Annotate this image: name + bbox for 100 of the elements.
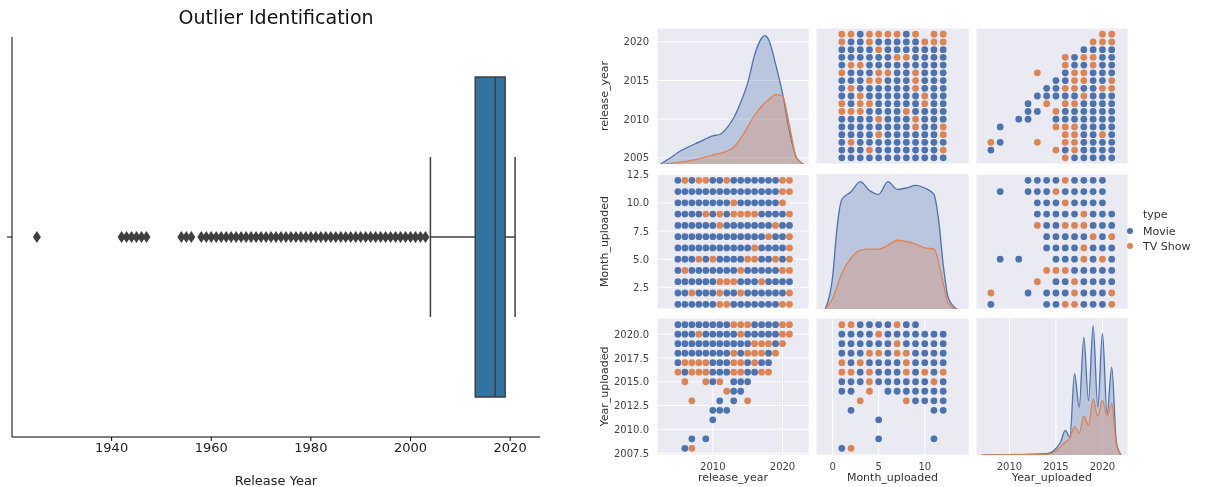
point <box>1099 38 1106 46</box>
point <box>1071 123 1078 131</box>
y-axis-title: Year_uploaded <box>597 346 611 428</box>
point <box>866 100 873 108</box>
x-tick-label: 2020 <box>493 440 527 456</box>
point <box>902 349 910 357</box>
point <box>779 188 786 195</box>
point <box>751 359 758 367</box>
point <box>838 359 846 367</box>
point <box>702 176 710 184</box>
point <box>737 359 745 367</box>
point <box>1071 84 1078 92</box>
point <box>847 84 855 92</box>
point <box>1108 77 1116 84</box>
point <box>902 359 910 367</box>
point <box>786 330 793 338</box>
point <box>779 321 786 329</box>
point <box>786 300 793 308</box>
point <box>921 100 929 108</box>
point <box>1071 289 1078 297</box>
point <box>939 30 947 38</box>
point <box>695 368 703 376</box>
point <box>1080 210 1088 218</box>
point <box>1099 84 1106 92</box>
y-tick-label: 5.0 <box>633 253 649 265</box>
point <box>1061 53 1069 61</box>
x-tick-label: 1940 <box>95 440 129 456</box>
point <box>921 92 929 100</box>
point <box>866 387 873 395</box>
point <box>737 330 745 338</box>
point <box>1080 69 1088 77</box>
y-tick-label: 2007.5 <box>614 447 649 459</box>
y-tick-label: 2017.5 <box>614 352 649 364</box>
point <box>737 289 745 297</box>
x-tick-label: 2000 <box>393 440 428 456</box>
point <box>875 69 883 77</box>
point <box>847 108 855 115</box>
point <box>939 131 947 139</box>
x-tick-label: 5 <box>875 461 882 473</box>
point <box>758 349 765 357</box>
y2-tick-label: 2010 <box>623 113 649 125</box>
point <box>786 188 793 195</box>
point <box>866 368 873 376</box>
point <box>930 378 938 386</box>
point <box>1080 244 1088 252</box>
point <box>847 30 855 38</box>
point <box>1108 84 1116 92</box>
point <box>939 368 947 376</box>
point <box>921 368 929 376</box>
point <box>1099 131 1106 139</box>
point <box>939 123 947 131</box>
point <box>1033 138 1041 146</box>
y-tick-label: 2.5 <box>633 281 649 293</box>
y2-tick-label: 2015 <box>623 75 649 87</box>
point <box>1061 61 1069 69</box>
point <box>856 92 864 100</box>
point <box>856 100 864 108</box>
point <box>1033 69 1041 77</box>
point <box>786 210 793 218</box>
point <box>875 330 883 338</box>
point <box>779 267 786 274</box>
point <box>744 255 752 263</box>
point <box>838 30 846 38</box>
point <box>786 244 793 252</box>
y2-tick-label: 2005 <box>623 152 649 164</box>
point <box>737 210 745 218</box>
x-axis-title: Year_uploaded <box>1010 471 1093 484</box>
point <box>912 123 919 131</box>
point <box>1043 267 1051 274</box>
point <box>681 378 689 386</box>
point <box>1080 77 1088 84</box>
point <box>737 321 745 329</box>
point <box>1061 84 1069 92</box>
point <box>786 267 793 274</box>
point <box>772 222 779 229</box>
point <box>1071 278 1078 286</box>
point <box>730 368 738 376</box>
point <box>912 84 919 92</box>
point <box>875 349 883 357</box>
x-tick-label: 2020 <box>1089 461 1116 473</box>
point <box>716 210 724 218</box>
point <box>772 349 779 357</box>
point <box>856 359 864 367</box>
point <box>688 444 696 452</box>
point <box>893 349 901 357</box>
point <box>758 368 765 376</box>
point <box>723 278 731 286</box>
point <box>702 359 710 367</box>
point <box>751 244 758 252</box>
point <box>786 233 793 241</box>
point <box>695 176 703 184</box>
point <box>716 300 724 308</box>
point <box>744 321 752 329</box>
x-axis-title: Release Year <box>234 473 318 487</box>
point <box>730 359 738 367</box>
point <box>838 100 846 108</box>
x-tick-label: 10 <box>918 461 932 473</box>
point <box>723 300 731 308</box>
point <box>751 340 758 348</box>
point <box>1061 222 1069 229</box>
